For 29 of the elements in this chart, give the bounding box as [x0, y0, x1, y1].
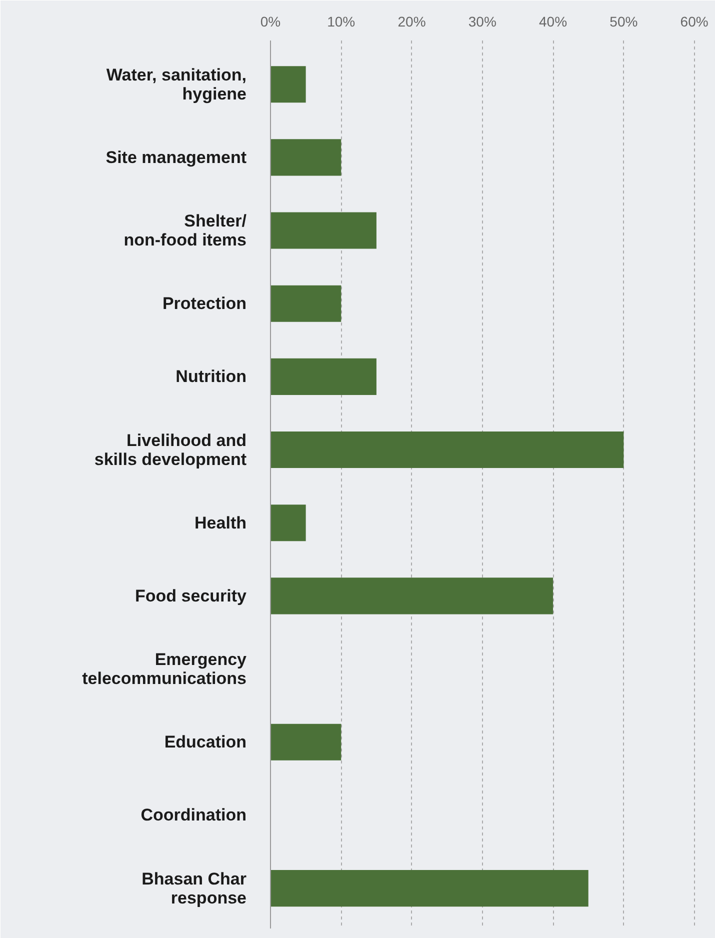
- bar: [270, 212, 376, 249]
- bar: [270, 870, 588, 907]
- y-tick-label: Bhasan Char response: [142, 869, 247, 908]
- y-tick-label: Food security: [135, 586, 248, 606]
- x-tick-label: 30%: [468, 14, 496, 30]
- x-tick-label: 10%: [327, 14, 356, 30]
- y-tick-label: Coordination: [140, 806, 247, 825]
- y-tick-label: Shelter/ non-food items: [124, 212, 247, 250]
- y-tick-label: Livelihood and skills development: [94, 430, 247, 469]
- y-tick-label: Protection: [162, 294, 246, 314]
- bar: [270, 285, 342, 322]
- y-tick-label: Health: [194, 513, 247, 532]
- x-tick-label: 60%: [680, 14, 708, 30]
- x-tick-label: 0%: [260, 14, 281, 30]
- bar: [270, 358, 376, 395]
- x-tick-label: 50%: [610, 14, 638, 30]
- y-tick-label: Nutrition: [176, 367, 247, 386]
- bar: [270, 432, 624, 468]
- y-tick-label: Water, sanitation, hygiene: [106, 65, 247, 104]
- bar: [270, 724, 342, 760]
- x-tick-label: 40%: [539, 14, 568, 30]
- bar: [270, 504, 306, 542]
- x-tick-label: 20%: [398, 14, 426, 30]
- y-tick-label: Education: [164, 732, 246, 752]
- y-tick-label: Site management: [106, 148, 247, 167]
- y-tick-label: Emergency telecommunications: [82, 650, 248, 688]
- bar: [270, 139, 342, 176]
- bar: [270, 66, 306, 103]
- bar: [270, 578, 554, 614]
